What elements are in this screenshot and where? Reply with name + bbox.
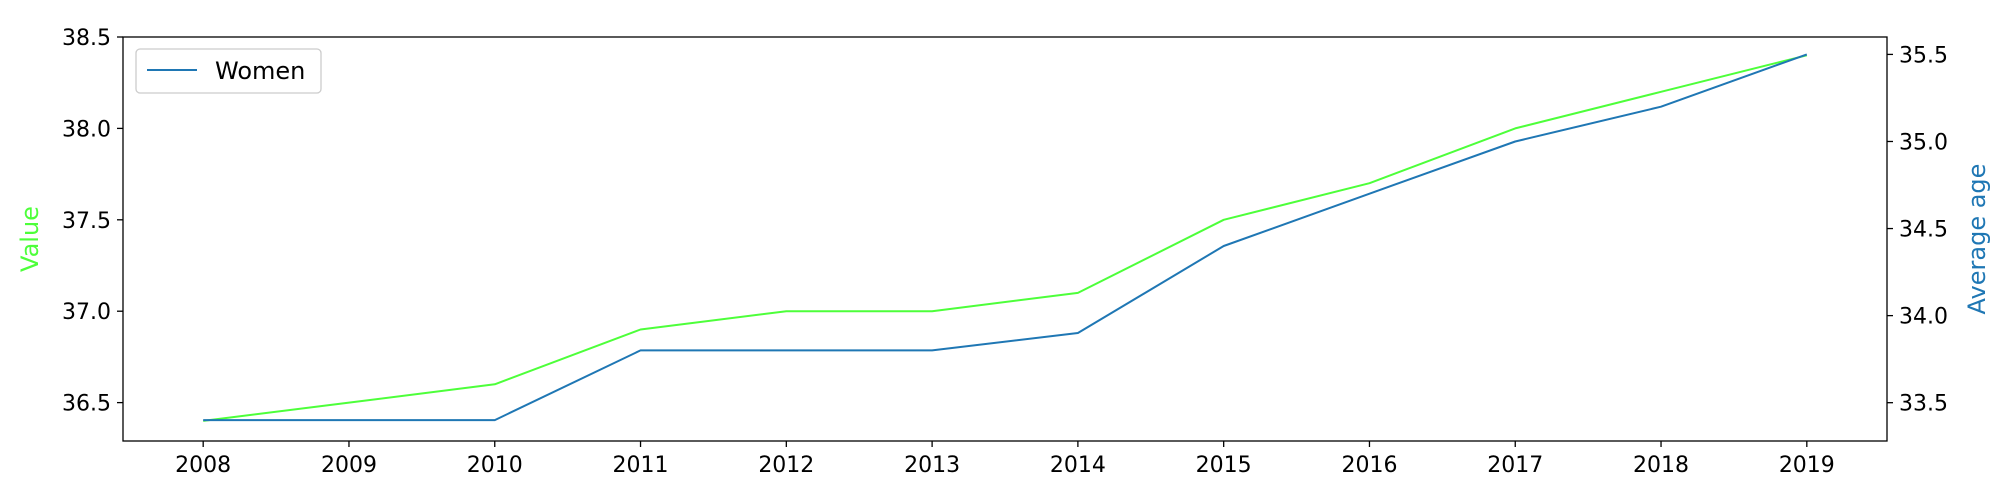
x-tick-label: 2019	[1779, 453, 1835, 478]
y2-axis-label: Average age	[1963, 164, 1991, 315]
y2-tick-label: 34.0	[1899, 305, 1948, 330]
x-tick-label: 2014	[1050, 453, 1106, 478]
y2-tick-label: 34.5	[1899, 218, 1948, 243]
legend-label-women: Women	[215, 57, 305, 85]
x-tick-label: 2010	[467, 453, 523, 478]
y2-tick-label: 35.0	[1899, 130, 1948, 155]
plot-frame	[122, 36, 1888, 442]
x-tick-label: 2011	[613, 453, 669, 478]
y-axis-label: Value	[16, 206, 44, 272]
series-line-value	[203, 54, 1808, 422]
y2-tick-label: 35.5	[1899, 43, 1948, 68]
y-tick-label: 38.5	[62, 26, 111, 51]
x-tick-label: 2015	[1196, 453, 1252, 478]
x-tick-label: 2017	[1487, 453, 1543, 478]
y-tick-label: 38.0	[62, 117, 111, 142]
x-tick-label: 2016	[1341, 453, 1397, 478]
series-line-women	[203, 53, 1808, 422]
x-tick-label: 2008	[175, 453, 231, 478]
y-tick-label: 36.5	[62, 392, 111, 417]
ticks-layer: 2008 2009 2010 2011 2012 2013 2014 2015 2016 2017…	[62, 26, 1948, 478]
x-tick-label: 2009	[321, 453, 377, 478]
legend: Women	[135, 48, 322, 94]
y-tick-label: 37.0	[62, 300, 111, 325]
series-layer	[203, 53, 1808, 422]
x-tick-label: 2013	[904, 453, 960, 478]
x-tick-label: 2018	[1633, 453, 1689, 478]
legend-box	[135, 48, 322, 94]
y-tick-label: 37.5	[62, 209, 111, 234]
y2-tick-label: 33.5	[1899, 392, 1948, 417]
x-tick-label: 2012	[758, 453, 814, 478]
